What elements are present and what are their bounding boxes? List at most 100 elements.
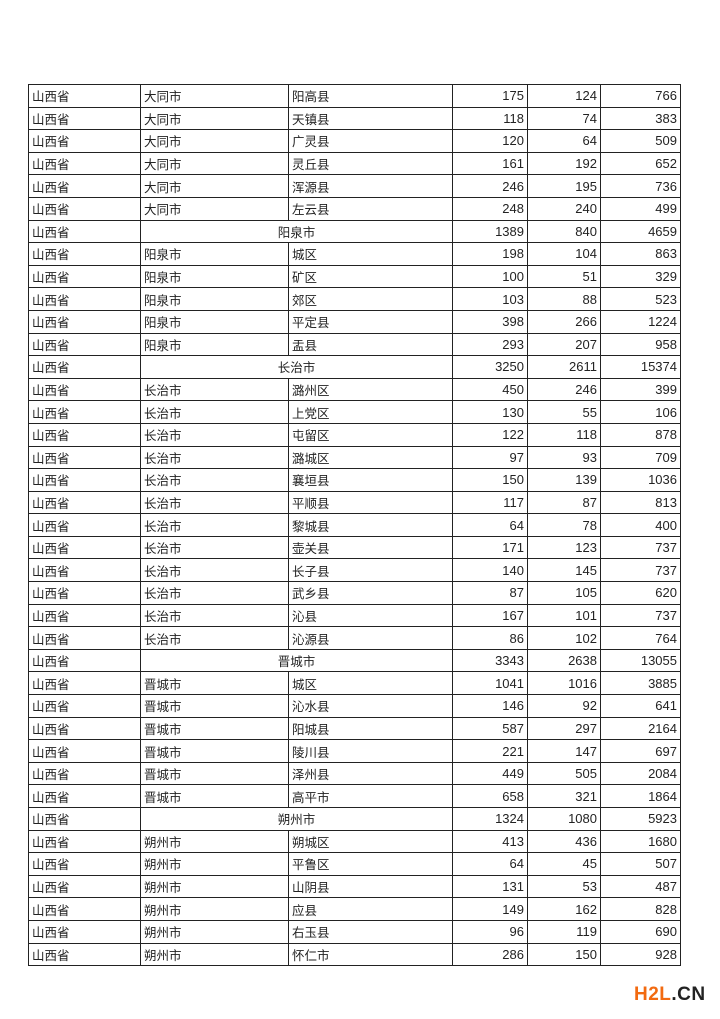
value-1-cell: 64 (452, 852, 528, 876)
value-3-cell: 620 (600, 581, 681, 605)
county-cell: 城区 (288, 671, 453, 696)
province-cell: 山西省 (28, 829, 141, 854)
province-cell: 山西省 (28, 897, 141, 921)
city-cell: 大同市 (140, 174, 289, 198)
value-3-cell: 863 (600, 242, 681, 266)
table-row: 山西省 长治市 平顺县 117 87 813 (28, 490, 681, 515)
value-1-cell: 131 (452, 874, 528, 899)
value-2-cell: 1016 (527, 671, 601, 696)
table-row: 山西省 大同市 天镇县 118 74 383 (28, 106, 681, 131)
province-cell: 山西省 (28, 422, 141, 447)
value-1-cell: 658 (452, 784, 528, 808)
value-1-cell: 100 (452, 264, 528, 289)
county-cell: 上党区 (288, 400, 453, 424)
data-table: 山西省 大同市 阳高县 175 124 766 山西省 大同市 天镇县 118 74 383 山西省 大同… (28, 84, 681, 967)
table-row: 山西省 长治市 长子县 140 145 737 (28, 558, 681, 583)
value-2-cell: 145 (527, 558, 601, 583)
province-cell: 山西省 (28, 513, 141, 537)
value-2-cell: 119 (527, 919, 601, 944)
table-row: 山西省 长治市 上党区 130 55 106 (28, 400, 681, 424)
subtotal-row: 山西省 朔州市 1324 1080 5923 (28, 807, 681, 831)
value-2-cell: 124 (527, 84, 601, 108)
table-row: 山西省 晋城市 高平市 658 321 1864 (28, 784, 681, 808)
table-row: 山西省 大同市 浑源县 246 195 736 (28, 174, 681, 198)
value-1-cell: 248 (452, 196, 528, 221)
county-cell: 平定县 (288, 309, 453, 334)
value-2-cell: 87 (527, 490, 601, 515)
province-cell: 山西省 (28, 490, 141, 515)
city-cell: 长治市 (140, 558, 289, 583)
value-3-cell: 509 (600, 129, 681, 153)
county-cell: 沁县 (288, 603, 453, 628)
value-2-cell: 53 (527, 874, 601, 899)
city-cell: 阳泉市 (140, 264, 289, 289)
city-cell: 大同市 (140, 106, 289, 131)
city-cell: 朔州市 (140, 852, 289, 876)
province-cell: 山西省 (28, 445, 141, 470)
value-2-cell: 78 (527, 513, 601, 537)
value-1-cell: 246 (452, 174, 528, 198)
value-3-cell: 641 (600, 694, 681, 718)
value-2-cell: 240 (527, 196, 601, 221)
province-cell: 山西省 (28, 309, 141, 334)
value-1-cell: 1324 (452, 807, 528, 831)
county-cell: 潞城区 (288, 445, 453, 470)
city-cell: 长治市 (140, 422, 289, 447)
province-cell: 山西省 (28, 671, 141, 696)
value-1-cell: 149 (452, 897, 528, 921)
table-row: 山西省 阳泉市 盂县 293 207 958 (28, 332, 681, 357)
province-cell: 山西省 (28, 151, 141, 176)
province-cell: 山西省 (28, 761, 141, 786)
province-cell: 山西省 (28, 106, 141, 131)
value-3-cell: 928 (600, 942, 681, 967)
table-row: 山西省 阳泉市 平定县 398 266 1224 (28, 309, 681, 334)
table-row: 山西省 阳泉市 城区 198 104 863 (28, 242, 681, 266)
value-3-cell: 507 (600, 852, 681, 876)
city-cell: 晋城市 (140, 739, 289, 763)
value-1-cell: 221 (452, 739, 528, 763)
table-row: 山西省 长治市 黎城县 64 78 400 (28, 513, 681, 537)
value-2-cell: 297 (527, 716, 601, 741)
county-cell: 阳城县 (288, 716, 453, 741)
county-cell: 矿区 (288, 264, 453, 289)
province-cell: 山西省 (28, 784, 141, 808)
table-row: 山西省 长治市 潞城区 97 93 709 (28, 445, 681, 470)
value-2-cell: 246 (527, 377, 601, 402)
province-cell: 山西省 (28, 129, 141, 153)
value-3-cell: 329 (600, 264, 681, 289)
value-3-cell: 690 (600, 919, 681, 944)
value-3-cell: 383 (600, 106, 681, 131)
value-1-cell: 413 (452, 829, 528, 854)
value-2-cell: 1080 (527, 807, 601, 831)
province-cell: 山西省 (28, 716, 141, 741)
city-cell: 长治市 (140, 400, 289, 424)
value-2-cell: 88 (527, 287, 601, 311)
table-body: 山西省 大同市 阳高县 175 124 766 山西省 大同市 天镇县 118 74 383 山西省 大同… (28, 84, 681, 967)
city-cell: 阳泉市 (140, 242, 289, 266)
county-cell: 陵川县 (288, 739, 453, 763)
subtotal-row: 山西省 阳泉市 1389 840 4659 (28, 219, 681, 244)
value-1-cell: 1041 (452, 671, 528, 696)
province-cell: 山西省 (28, 468, 141, 492)
province-cell: 山西省 (28, 535, 141, 560)
city-cell: 大同市 (140, 129, 289, 153)
value-1-cell: 140 (452, 558, 528, 583)
value-3-cell: 1224 (600, 309, 681, 334)
county-cell: 沁源县 (288, 626, 453, 650)
table-row: 山西省 朔州市 朔城区 413 436 1680 (28, 829, 681, 854)
county-cell: 阳高县 (288, 84, 453, 108)
province-cell: 山西省 (28, 648, 141, 673)
city-cell: 朔州市 (140, 874, 289, 899)
value-3-cell: 878 (600, 422, 681, 447)
province-cell: 山西省 (28, 603, 141, 628)
value-3-cell: 399 (600, 377, 681, 402)
table-row: 山西省 大同市 灵丘县 161 192 652 (28, 151, 681, 176)
value-3-cell: 3885 (600, 671, 681, 696)
value-2-cell: 195 (527, 174, 601, 198)
value-2-cell: 505 (527, 761, 601, 786)
value-1-cell: 175 (452, 84, 528, 108)
value-1-cell: 449 (452, 761, 528, 786)
province-cell: 山西省 (28, 626, 141, 650)
city-cell: 阳泉市 (140, 287, 289, 311)
value-2-cell: 45 (527, 852, 601, 876)
